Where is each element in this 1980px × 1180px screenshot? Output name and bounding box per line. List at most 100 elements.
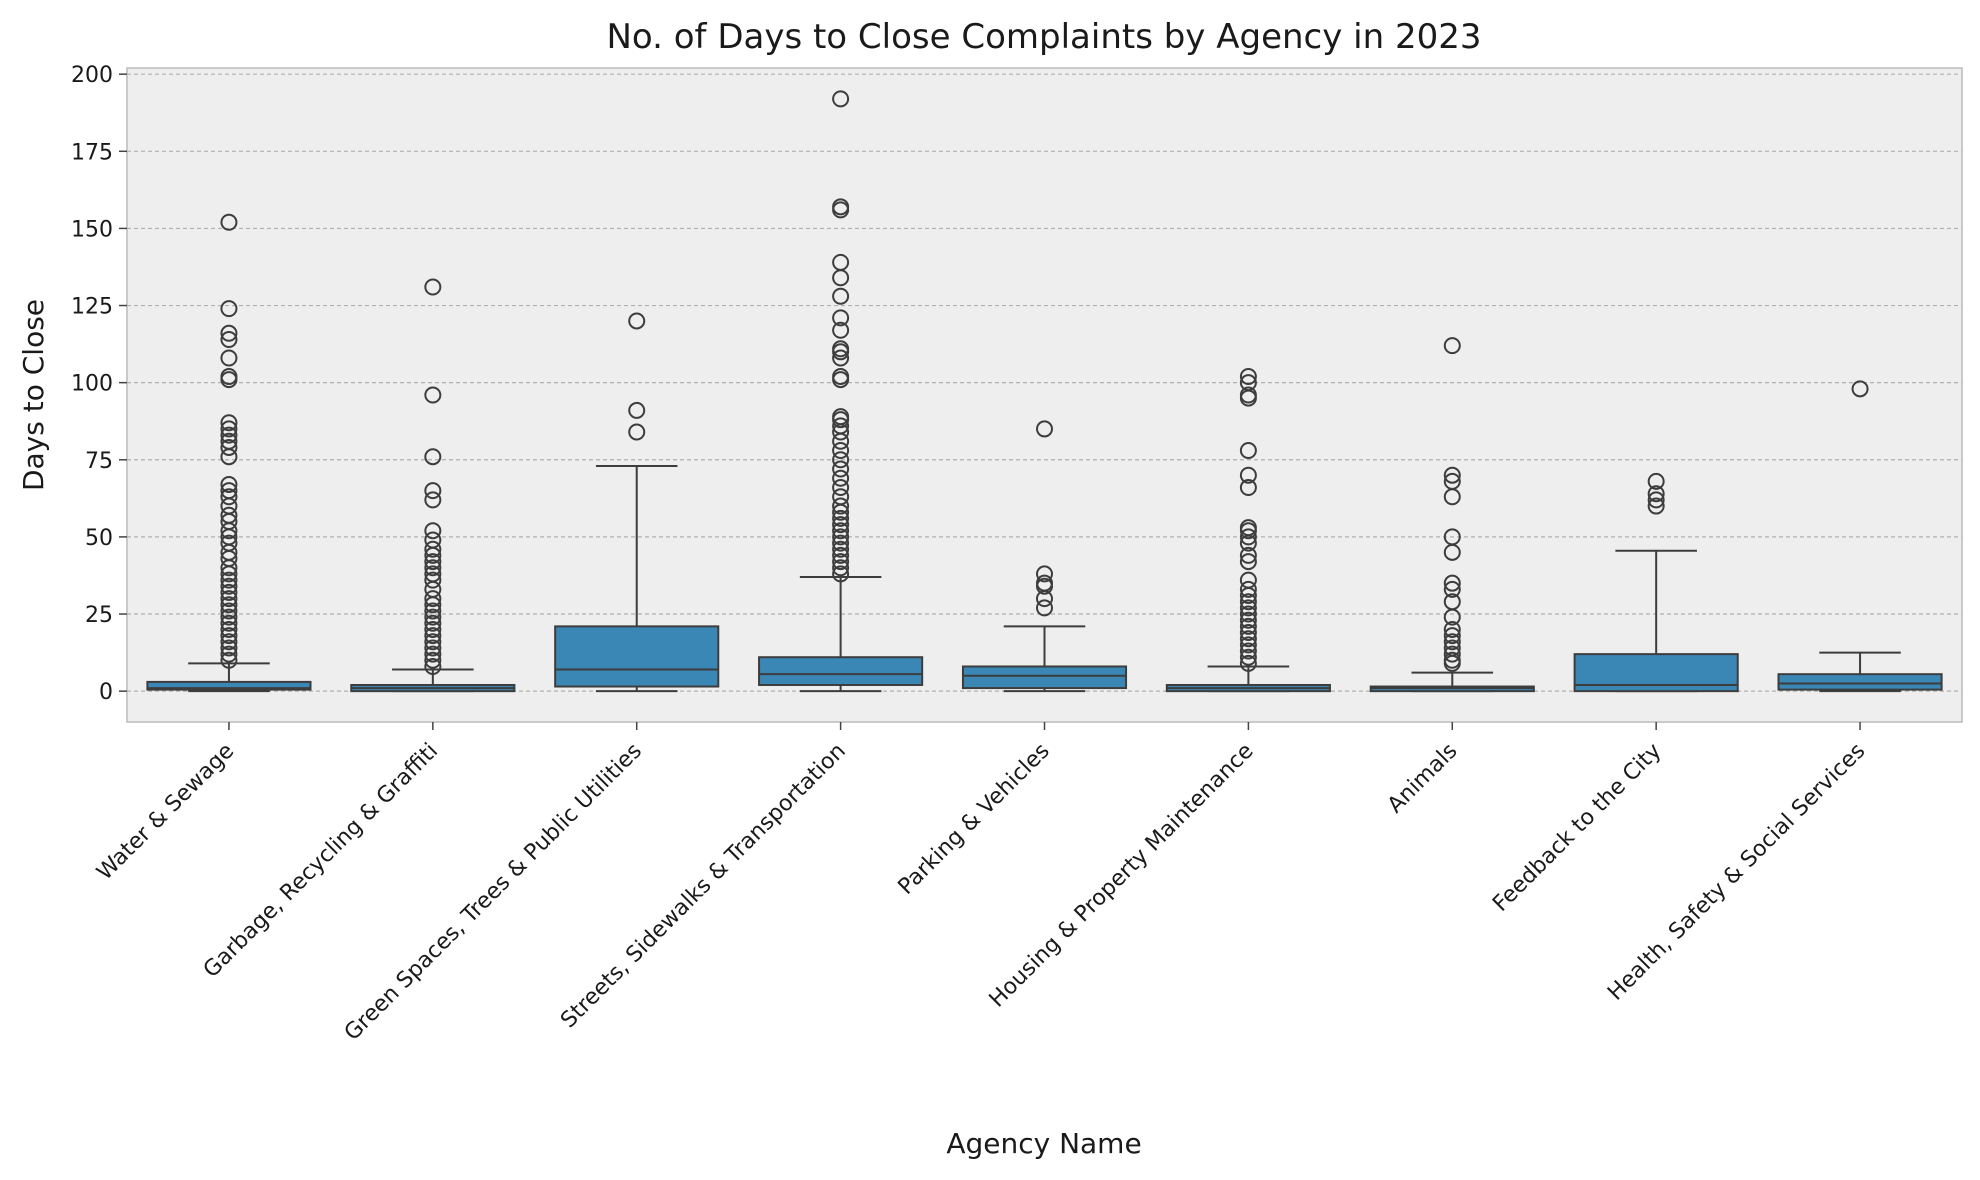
box-group — [1369, 337, 1535, 693]
outlier-point — [424, 386, 442, 404]
outlier-point — [424, 657, 442, 675]
box-iqr — [146, 680, 312, 691]
outlier-point — [1443, 472, 1461, 490]
outlier-point — [1647, 491, 1665, 509]
y-tick-label: 25 — [85, 603, 113, 628]
outlier-point — [220, 438, 238, 456]
x-tick-label: Animals — [1383, 739, 1463, 819]
outlier-point — [1647, 485, 1665, 503]
outlier-point — [1239, 519, 1257, 537]
outlier-point — [220, 324, 238, 342]
outlier-point — [220, 571, 238, 589]
outlier-point — [1036, 565, 1053, 583]
outlier-point — [832, 559, 850, 577]
outlier-point — [1443, 580, 1461, 598]
outlier-point — [1443, 574, 1461, 592]
outlier-point — [220, 614, 238, 632]
outlier-point — [832, 198, 850, 216]
outlier-point — [1239, 442, 1257, 460]
outlier-point — [832, 540, 850, 558]
chart-title: No. of Days to Close Complaints by Agenc… — [606, 17, 1481, 57]
outlier-point — [424, 633, 442, 651]
outlier-point — [220, 488, 238, 506]
outlier-point — [832, 534, 850, 552]
box-series — [146, 90, 1943, 693]
box-group — [146, 213, 312, 693]
outlier-point — [832, 451, 850, 469]
outlier-point — [832, 442, 850, 460]
y-tick-label: 100 — [71, 372, 113, 397]
outlier-point — [832, 488, 850, 506]
outlier-point — [1443, 528, 1461, 546]
outlier-point — [832, 469, 850, 487]
outlier-point — [424, 602, 442, 620]
outlier-point — [1239, 386, 1257, 404]
box-group — [961, 420, 1128, 693]
outlier-point — [220, 432, 238, 450]
y-tick-label: 125 — [71, 295, 113, 320]
outlier-point — [1239, 374, 1257, 392]
outlier-point — [424, 590, 442, 608]
box-iqr — [758, 656, 924, 686]
outlier-point — [1239, 654, 1257, 672]
outlier-point — [832, 553, 850, 571]
outlier-point — [1239, 593, 1257, 611]
x-tick-label: Feedback to the City — [1488, 739, 1666, 917]
box-group — [554, 312, 720, 693]
outlier-point — [220, 583, 238, 601]
y-tick-label: 75 — [85, 449, 113, 474]
outlier-point — [1239, 571, 1257, 589]
outlier-point — [220, 596, 238, 614]
outlier-point — [1239, 367, 1257, 385]
outlier-point — [1239, 648, 1257, 666]
box-group — [1777, 380, 1943, 693]
outlier-point — [220, 602, 238, 620]
outlier-point — [424, 553, 442, 571]
box-iqr — [961, 665, 1128, 690]
outlier-point — [220, 633, 238, 651]
outlier-point — [220, 627, 238, 645]
outlier-point — [424, 482, 442, 500]
y-tick-label: 200 — [71, 63, 113, 88]
outlier-point — [832, 309, 850, 327]
outlier-point — [1036, 574, 1053, 592]
outlier-point — [1443, 466, 1461, 484]
outlier-point — [832, 367, 850, 385]
outlier-point — [1239, 546, 1257, 564]
outlier-point — [424, 639, 442, 657]
outlier-point — [1443, 639, 1461, 657]
outlier-point — [424, 620, 442, 638]
outlier-point — [220, 414, 238, 432]
outlier-point — [832, 516, 850, 534]
outlier-point — [832, 528, 850, 546]
outlier-point — [832, 340, 850, 358]
y-tick-label: 50 — [85, 526, 113, 551]
outlier-point — [832, 460, 850, 478]
box-iqr — [554, 625, 720, 688]
outlier-point — [1443, 593, 1461, 611]
outlier-point — [1239, 630, 1257, 648]
outlier-point — [1443, 627, 1461, 645]
outlier-point — [220, 475, 238, 493]
outlier-point — [220, 349, 238, 367]
box-group — [1165, 367, 1331, 693]
outlier-point — [1647, 472, 1665, 490]
outlier-point — [424, 614, 442, 632]
outlier-point — [832, 417, 850, 435]
box-group — [1573, 472, 1739, 693]
outlier-point — [832, 408, 850, 426]
outlier-point — [424, 645, 442, 663]
plot-area — [127, 68, 1962, 722]
outlier-point — [832, 546, 850, 564]
outlier-point — [220, 213, 238, 231]
outlier-point — [628, 312, 646, 330]
outlier-point — [1239, 466, 1257, 484]
outlier-point — [424, 278, 442, 296]
outlier-point — [628, 423, 646, 441]
x-tick-label: Garbage, Recycling & Graffiti — [199, 739, 443, 983]
y-axis: 0 25 50 75 100 125 150 175 200 — [71, 63, 127, 705]
outlier-point — [220, 645, 238, 663]
outlier-point — [220, 482, 238, 500]
outlier-point — [832, 479, 850, 497]
